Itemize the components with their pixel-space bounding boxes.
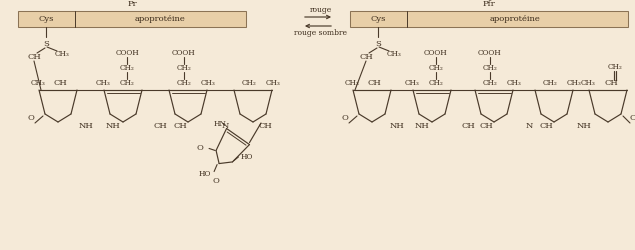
Text: COOH: COOH — [478, 49, 502, 57]
Text: CH₃: CH₃ — [95, 79, 110, 87]
Text: NH: NH — [78, 122, 93, 130]
Text: CH₃: CH₃ — [404, 79, 420, 87]
Text: CH: CH — [154, 122, 168, 130]
Text: S: S — [375, 40, 381, 48]
Text: CH₂: CH₂ — [241, 79, 257, 87]
Text: CH₃: CH₃ — [345, 79, 359, 87]
Text: CH₂: CH₂ — [483, 79, 497, 87]
Text: Cys: Cys — [370, 15, 385, 23]
Text: CH: CH — [479, 122, 493, 130]
Text: CH₃: CH₃ — [566, 79, 582, 87]
Text: CH: CH — [367, 79, 381, 87]
Text: NH: NH — [105, 122, 121, 130]
Text: CH₃: CH₃ — [387, 50, 401, 58]
Text: COOH: COOH — [115, 49, 139, 57]
Text: CH₃: CH₃ — [580, 79, 596, 87]
Text: CH₃: CH₃ — [201, 79, 215, 87]
Text: HO: HO — [241, 153, 253, 161]
Text: CH: CH — [258, 122, 272, 130]
Text: Cys: Cys — [38, 15, 54, 23]
Text: CH₂: CH₂ — [119, 79, 135, 87]
Text: CH: CH — [27, 53, 41, 61]
Text: CH: CH — [359, 53, 373, 61]
Text: rouge sombre: rouge sombre — [295, 29, 347, 37]
Text: O: O — [213, 176, 220, 184]
FancyBboxPatch shape — [350, 11, 628, 27]
Text: CH₂: CH₂ — [177, 79, 191, 87]
Text: Pfr: Pfr — [483, 0, 495, 8]
Text: CH₂: CH₂ — [119, 64, 135, 72]
Text: CH₃: CH₃ — [265, 79, 281, 87]
Text: N: N — [222, 122, 229, 130]
Text: O: O — [197, 144, 203, 152]
Text: NH: NH — [577, 122, 591, 130]
Text: Pr: Pr — [127, 0, 137, 8]
Text: CH: CH — [53, 79, 67, 87]
Text: S: S — [43, 40, 49, 48]
Text: NH: NH — [390, 122, 404, 130]
Text: NH: NH — [415, 122, 429, 130]
Text: CH₂: CH₂ — [483, 64, 497, 72]
Text: O: O — [27, 114, 34, 122]
Text: CH₃: CH₃ — [55, 50, 69, 58]
Text: COOH: COOH — [424, 49, 448, 57]
Text: CH: CH — [539, 122, 553, 130]
Text: CH₂: CH₂ — [177, 64, 191, 72]
Text: CH₂: CH₂ — [608, 63, 622, 71]
Text: CH₂: CH₂ — [542, 79, 558, 87]
Text: CH: CH — [604, 79, 618, 87]
Text: apoprotéine: apoprotéine — [490, 15, 540, 23]
FancyBboxPatch shape — [18, 11, 246, 27]
Text: O: O — [342, 114, 349, 122]
Text: CH₂: CH₂ — [429, 64, 443, 72]
Text: CH₂: CH₂ — [429, 79, 443, 87]
Text: CH: CH — [461, 122, 475, 130]
Text: rouge: rouge — [310, 6, 332, 14]
Text: COOH: COOH — [172, 49, 196, 57]
Text: CH₃: CH₃ — [30, 79, 46, 87]
Text: N: N — [525, 122, 533, 130]
Text: O: O — [629, 114, 635, 122]
Text: apoprotéine: apoprotéine — [135, 15, 185, 23]
Text: HO: HO — [199, 170, 211, 177]
Text: CH: CH — [173, 122, 187, 130]
Text: CH₃: CH₃ — [507, 79, 521, 87]
Text: HN: HN — [213, 120, 226, 128]
